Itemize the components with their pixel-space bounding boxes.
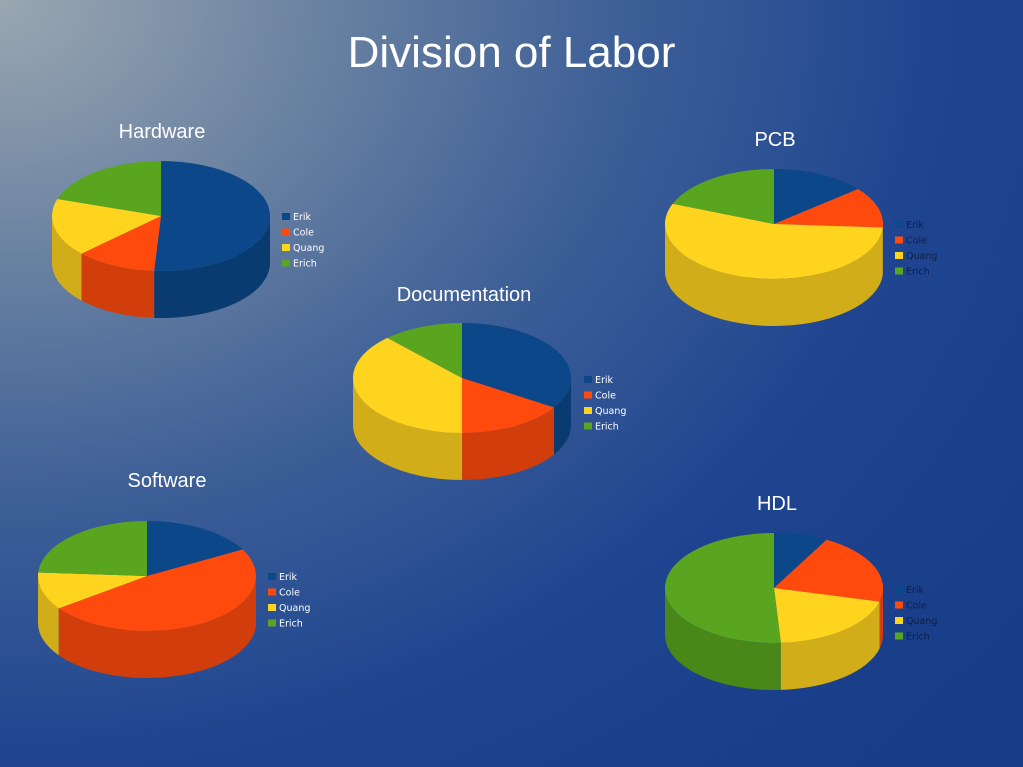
legend-label-cole: Cole: [595, 391, 616, 402]
pie-chart-documentation: Erik Cole Quang Erich: [353, 323, 626, 480]
legend-swatch-quang: [895, 617, 903, 624]
pie-side-quang: [52, 216, 82, 301]
pie-chart-pcb: Erik Cole Quang Erich: [664, 169, 937, 326]
legend-swatch-cole: [895, 236, 903, 244]
legend-label-erik: Erik: [595, 375, 614, 386]
pie-slice-erik: [774, 169, 858, 224]
pie-side-erich: [665, 588, 781, 691]
pie-side-cole: [879, 588, 883, 649]
pie-slice-erik: [147, 521, 243, 576]
legend-label-cole: Cole: [279, 588, 300, 599]
pie-slice-cole: [58, 549, 257, 632]
legend-label-quang: Quang: [595, 406, 626, 417]
legend-label-erik: Erik: [279, 572, 298, 583]
legend-label-quang: Quang: [906, 251, 937, 262]
legend-swatch-erik: [268, 573, 276, 580]
legend-swatch-erich: [268, 619, 276, 627]
legend: Erik Cole Quang Erich: [282, 212, 324, 270]
legend-swatch-cole: [895, 601, 903, 609]
pie-slice-erich: [665, 533, 781, 643]
legend-swatch-quang: [282, 244, 290, 251]
pie-chart-hdl: Erik Cole Quang Erich: [665, 533, 937, 691]
legend-label-cole: Cole: [293, 228, 314, 239]
pie-chart-software: Erik Cole Quang Erich: [38, 521, 310, 678]
legend-swatch-cole: [268, 588, 276, 596]
pie-side-cole: [81, 253, 155, 318]
pie-slice-cole: [774, 539, 883, 602]
chart-title-documentation: Documentation: [396, 284, 532, 306]
legend-swatch-erik: [282, 213, 290, 220]
legend-label-quang: Quang: [906, 616, 937, 627]
legend-swatch-erich: [895, 267, 903, 275]
legend-swatch-quang: [584, 407, 592, 414]
legend-swatch-cole: [584, 391, 592, 399]
legend-swatch-quang: [895, 252, 903, 259]
pie-side-erik: [554, 378, 571, 455]
legend-swatch-erich: [282, 259, 290, 267]
pie-slice-quang: [51, 199, 162, 254]
pie-side-quang: [353, 378, 462, 480]
pie-side-quang: [38, 576, 59, 656]
legend-swatch-erich: [895, 632, 903, 640]
legend-label-erich: Erich: [293, 259, 317, 270]
legend-label-erich: Erich: [906, 267, 930, 278]
slide-title: Division of Labor: [347, 28, 676, 77]
chart-title-pcb: PCB: [754, 129, 796, 151]
pie-slice-erich: [387, 323, 462, 378]
legend-swatch-erik: [584, 376, 592, 383]
pie-slice-cole: [774, 188, 883, 228]
pie-slice-erik: [154, 161, 270, 271]
legend: Erik Cole Quang Erich: [895, 220, 937, 278]
legend-label-erik: Erik: [293, 212, 312, 223]
chart-title-software: Software: [127, 470, 207, 492]
legend-swatch-quang: [268, 604, 276, 611]
legend-swatch-erik: [895, 221, 903, 228]
pie-slice-erich: [57, 161, 161, 216]
pie-slice-erich: [672, 169, 774, 224]
legend: Erik Cole Quang Erich: [584, 375, 626, 433]
legend-label-erich: Erich: [595, 422, 619, 433]
legend-swatch-cole: [282, 228, 290, 236]
pie-slice-erik: [462, 323, 571, 408]
legend-label-cole: Cole: [906, 236, 927, 247]
pie-slice-erich: [38, 521, 147, 576]
legend-label-quang: Quang: [293, 243, 324, 254]
pie-side-quang: [665, 224, 883, 326]
chart-title-hdl: HDL: [756, 493, 797, 515]
legend-label-erik: Erik: [906, 220, 925, 231]
legend: Erik Cole Quang Erich: [268, 572, 310, 630]
pie-chart-hardware: Erik Cole Quang Erich: [51, 161, 324, 318]
pie-slice-cole: [81, 216, 161, 271]
pie-slice-quang: [38, 572, 147, 609]
legend-swatch-erich: [584, 422, 592, 430]
pie-side-erik: [154, 216, 270, 318]
pie-side-cole: [462, 407, 555, 480]
pie-slice-cole: [462, 378, 555, 433]
pie-side-quang: [780, 601, 880, 690]
legend-label-erich: Erich: [279, 619, 303, 630]
legend: Erik Cole Quang Erich: [895, 585, 937, 643]
legend-label-erik: Erik: [906, 585, 925, 596]
pie-slice-erik: [774, 533, 827, 588]
pie-side-cole: [58, 576, 257, 678]
pie-slice-quang: [664, 203, 883, 280]
legend-label-quang: Quang: [279, 603, 310, 614]
legend-label-erich: Erich: [906, 632, 930, 643]
chart-title-hardware: Hardware: [118, 121, 206, 143]
pie-slice-quang: [774, 588, 880, 643]
pie-slice-quang: [353, 337, 462, 433]
legend-swatch-erik: [895, 586, 903, 593]
legend-label-cole: Cole: [906, 601, 927, 612]
